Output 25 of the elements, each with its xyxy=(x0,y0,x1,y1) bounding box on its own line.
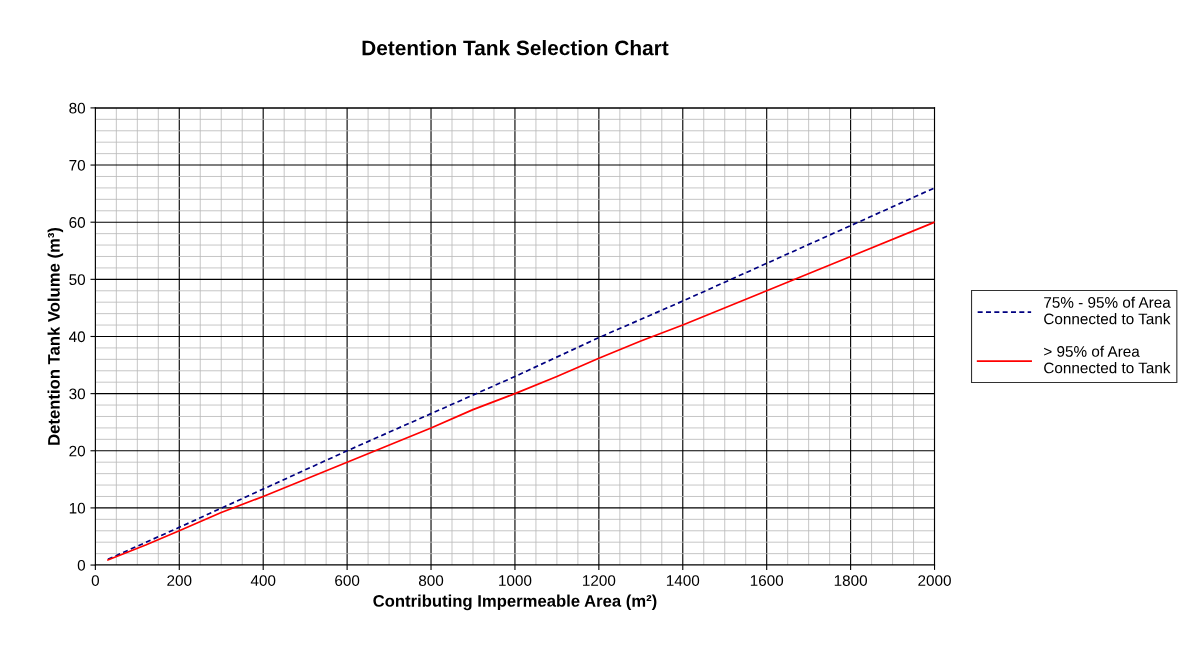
x-tick-label: 800 xyxy=(418,575,444,586)
y-tick-label: 30 xyxy=(69,388,86,400)
y-tick-label: 50 xyxy=(69,274,86,286)
x-tick-label: 600 xyxy=(335,575,360,586)
x-tick-label: 1200 xyxy=(583,575,616,586)
y-tick-label: 40 xyxy=(69,331,86,343)
y-tick-label: 60 xyxy=(69,217,86,228)
chart-title: Detention Tank Selection Chart xyxy=(362,40,669,56)
x-tick-label: 200 xyxy=(167,575,192,586)
x-tick-label: 2000 xyxy=(918,575,951,586)
x-tick-label: 1000 xyxy=(499,575,532,586)
x-axis-title: Contributing Impermeable Area (m²) xyxy=(373,594,657,611)
y-tick-label: 20 xyxy=(69,445,86,457)
x-tick-label: 1400 xyxy=(666,575,700,586)
y-axis-title: Detention Tank Volume (m³) xyxy=(47,227,64,445)
legend-label: > 95% of Area Connected to Tank xyxy=(1044,345,1171,374)
x-tick-label: 1600 xyxy=(750,575,784,586)
legend-label: 75% - 95% of Area Connected to Tank xyxy=(1044,296,1171,325)
x-tick-label: 400 xyxy=(250,575,276,586)
y-tick-label: 10 xyxy=(69,502,86,514)
y-tick-label: 70 xyxy=(69,159,86,171)
y-tick-label: 80 xyxy=(69,102,86,114)
x-tick-label: 1800 xyxy=(834,575,868,586)
x-tick-label: 0 xyxy=(91,575,100,586)
y-tick-label: 0 xyxy=(77,559,86,571)
